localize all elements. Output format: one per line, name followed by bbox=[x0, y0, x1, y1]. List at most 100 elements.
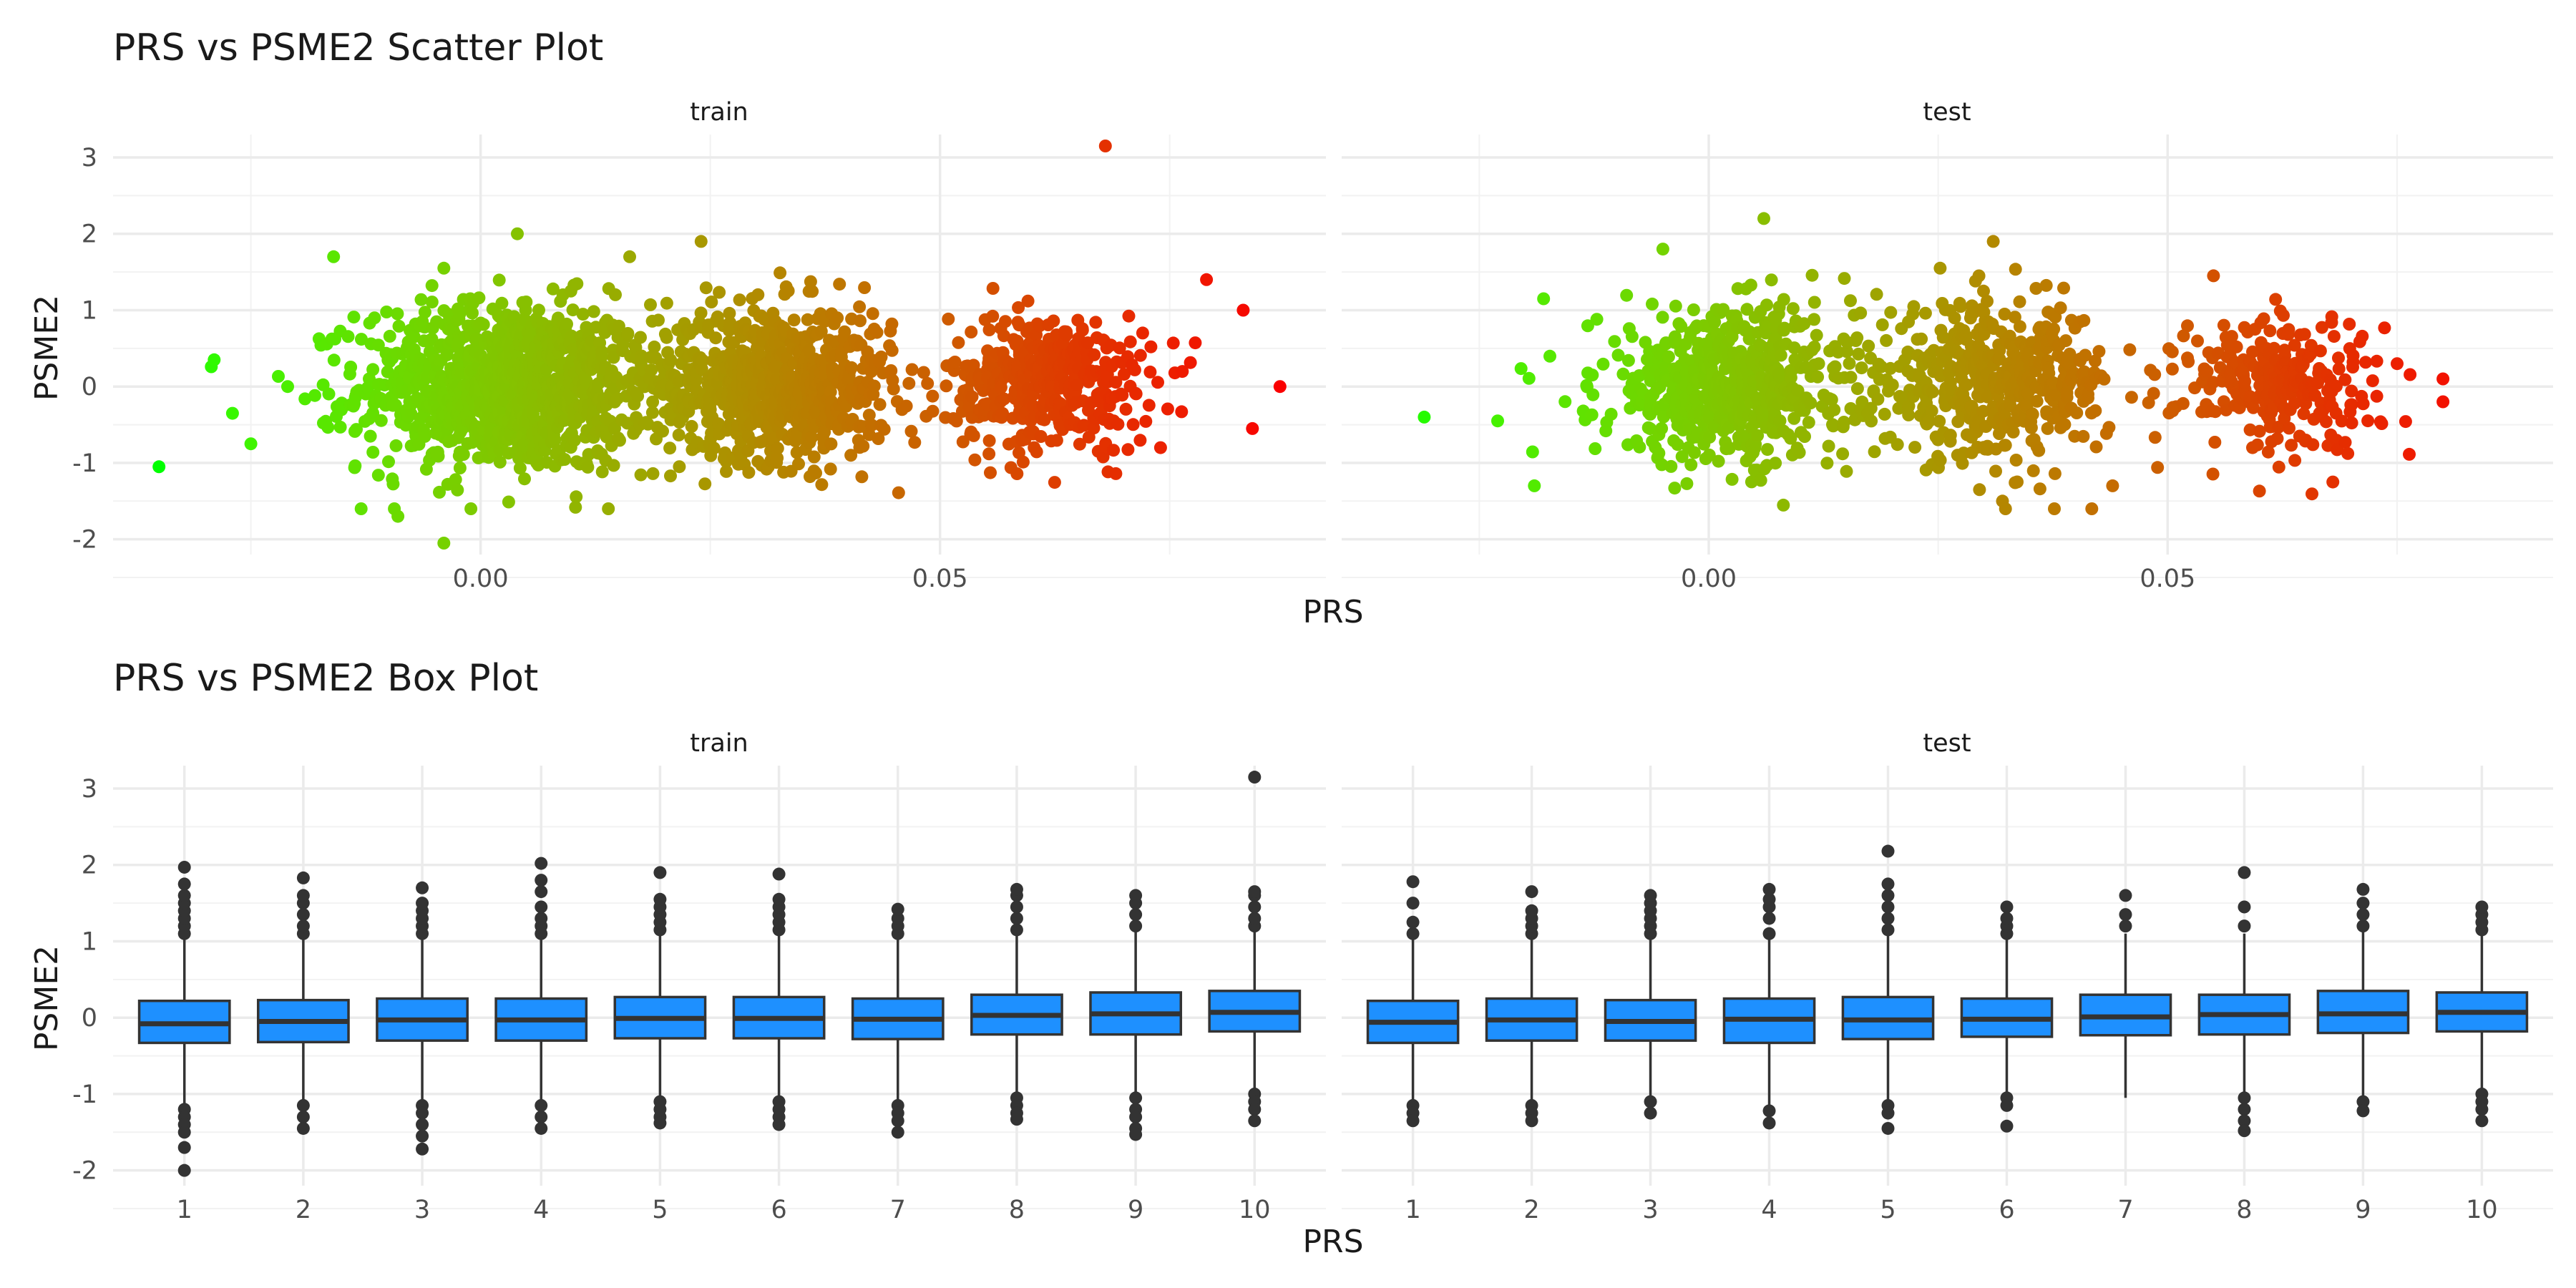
scatter-y-ticks: -2 -1 0 1 2 3 bbox=[72, 144, 97, 555]
scatter-point bbox=[1671, 438, 1684, 452]
scatter-point bbox=[1797, 317, 1811, 331]
scatter-point bbox=[2285, 439, 2298, 452]
box-outlier bbox=[535, 900, 548, 914]
scatter-point bbox=[1892, 401, 1906, 415]
box-outlier bbox=[1406, 915, 1420, 929]
scatter-point bbox=[2341, 447, 2355, 460]
scatter-x-tick-label: 0.05 bbox=[2140, 565, 2195, 593]
scatter-point bbox=[1142, 399, 1156, 412]
box-outlier bbox=[1406, 875, 1420, 889]
scatter-point bbox=[371, 469, 385, 482]
box-outlier bbox=[1248, 912, 1262, 925]
scatter-point bbox=[2257, 312, 2270, 326]
box-10 bbox=[2435, 900, 2529, 1128]
scatter-point bbox=[2082, 391, 2094, 405]
scatter-point bbox=[814, 325, 828, 338]
scatter-point bbox=[1608, 335, 1621, 348]
scatter-point bbox=[298, 392, 312, 406]
box-outlier bbox=[535, 1098, 548, 1112]
scatter-point bbox=[1805, 268, 1819, 282]
box-2 bbox=[1485, 885, 1579, 1128]
scatter-point bbox=[425, 279, 439, 293]
box-7 bbox=[851, 902, 945, 1139]
scatter-point bbox=[1777, 321, 1791, 335]
scatter-point bbox=[1722, 441, 1736, 455]
scatter-y-tick-label: -2 bbox=[72, 526, 97, 555]
scatter-point bbox=[986, 282, 1000, 295]
scatter-point bbox=[1687, 303, 1700, 316]
scatter-point bbox=[1585, 408, 1599, 421]
scatter-point bbox=[2246, 345, 2259, 358]
scatter-point bbox=[1664, 459, 1678, 473]
box-4 bbox=[1722, 882, 1816, 1130]
scatter-point bbox=[1184, 356, 1197, 369]
scatter-point bbox=[1769, 457, 1782, 470]
scatter-point bbox=[1802, 416, 1815, 429]
scatter-point bbox=[2060, 391, 2074, 404]
scatter-point bbox=[648, 340, 661, 353]
scatter-point bbox=[986, 309, 1000, 323]
scatter-point bbox=[1129, 387, 1143, 401]
scatter-point bbox=[1838, 272, 1851, 286]
scatter-point bbox=[1933, 414, 1946, 428]
box-7 bbox=[2079, 889, 2172, 1098]
scatter-point bbox=[1200, 273, 1214, 286]
box-x-tick-label: 2 bbox=[1523, 1196, 1539, 1224]
box-outlier bbox=[1762, 927, 1776, 940]
box-outlier bbox=[1881, 889, 1895, 902]
scatter-point bbox=[1807, 313, 1821, 326]
box-outlier bbox=[2238, 1091, 2251, 1105]
scatter-point bbox=[2200, 365, 2214, 379]
scatter-point bbox=[2268, 341, 2281, 355]
box-outlier bbox=[1248, 900, 1262, 914]
scatter-point bbox=[1703, 430, 1717, 444]
box-outlier bbox=[535, 885, 548, 899]
scatter-point bbox=[1121, 443, 1135, 457]
scatter-point bbox=[1038, 413, 1051, 426]
scatter-point bbox=[1852, 347, 1865, 361]
scatter-point bbox=[1528, 479, 1541, 492]
scatter-point bbox=[2148, 431, 2162, 444]
scatter-point bbox=[2191, 334, 2204, 348]
scatter-point bbox=[1999, 502, 2012, 515]
scatter-point bbox=[350, 423, 363, 436]
scatter-point bbox=[1652, 447, 1666, 460]
scatter-point bbox=[1684, 458, 1698, 472]
scatter-point bbox=[1812, 357, 1825, 371]
scatter-point bbox=[308, 389, 321, 402]
scatter-point bbox=[997, 392, 1011, 406]
scatter-point bbox=[2261, 445, 2275, 459]
box-outlier bbox=[1010, 882, 1023, 896]
scatter-point bbox=[1850, 382, 1864, 396]
box-outlier bbox=[416, 1118, 429, 1131]
scatter-point bbox=[466, 306, 479, 320]
scatter-point bbox=[1143, 365, 1157, 379]
scatter-point bbox=[1915, 332, 1928, 346]
box-outlier bbox=[296, 889, 310, 902]
box-outlier bbox=[1881, 877, 1895, 891]
box-x-tick-label: 2 bbox=[296, 1196, 311, 1224]
scatter-point bbox=[1070, 379, 1084, 391]
scatter-point bbox=[2297, 407, 2311, 421]
scatter-point bbox=[1537, 292, 1551, 306]
scatter-point bbox=[634, 468, 648, 482]
scatter-point bbox=[1828, 403, 1841, 416]
scatter-point bbox=[1688, 446, 1701, 459]
scatter-point bbox=[1118, 368, 1131, 381]
scatter-point bbox=[1773, 414, 1787, 428]
scatter-point bbox=[2335, 414, 2348, 428]
scatter-point bbox=[1109, 376, 1123, 389]
scatter-point bbox=[771, 441, 784, 455]
box-outlier bbox=[296, 1110, 310, 1123]
box-1 bbox=[1366, 875, 1460, 1128]
scatter-point bbox=[1010, 467, 1024, 480]
scatter-point bbox=[1844, 294, 1857, 308]
box-outlier bbox=[2119, 889, 2132, 902]
scatter-point bbox=[570, 490, 583, 504]
scatter-point bbox=[2313, 344, 2327, 358]
scatter-point bbox=[2343, 318, 2356, 331]
scatter-point bbox=[1744, 278, 1757, 292]
scatter-point bbox=[569, 500, 582, 514]
box-2 bbox=[256, 871, 350, 1135]
scatter-point bbox=[567, 434, 581, 447]
